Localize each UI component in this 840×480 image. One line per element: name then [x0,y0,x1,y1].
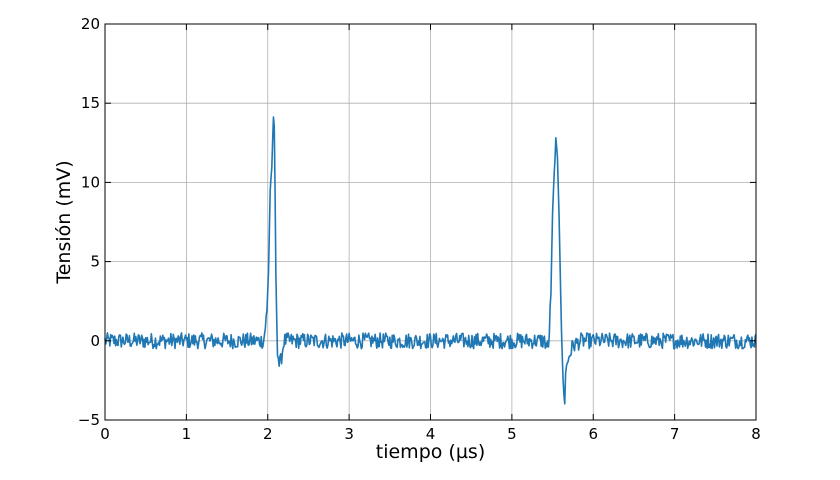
y-tick-label: 5 [90,253,100,271]
x-tick-label: 4 [426,425,436,443]
x-tick-label: 3 [344,425,354,443]
y-tick-label: −5 [78,411,100,429]
series-layer [104,116,757,405]
x-tick-label: 6 [588,425,598,443]
x-tick-label: 5 [507,425,517,443]
x-axis-label: tiempo (µs) [376,441,485,463]
x-tick-label: 2 [263,425,273,443]
y-tick-label: 0 [90,332,100,350]
x-tick-label: 1 [182,425,192,443]
y-tick-label: 10 [81,173,100,191]
grid [104,23,757,421]
series-line [104,116,757,405]
x-tick-label: 7 [670,425,680,443]
x-tick-label: 8 [751,425,761,443]
y-axis-label: Tensión (mV) [53,160,75,284]
x-tick-label: 0 [100,425,110,443]
y-tick-label: 15 [81,94,100,112]
y-tick-label: 20 [81,15,100,33]
